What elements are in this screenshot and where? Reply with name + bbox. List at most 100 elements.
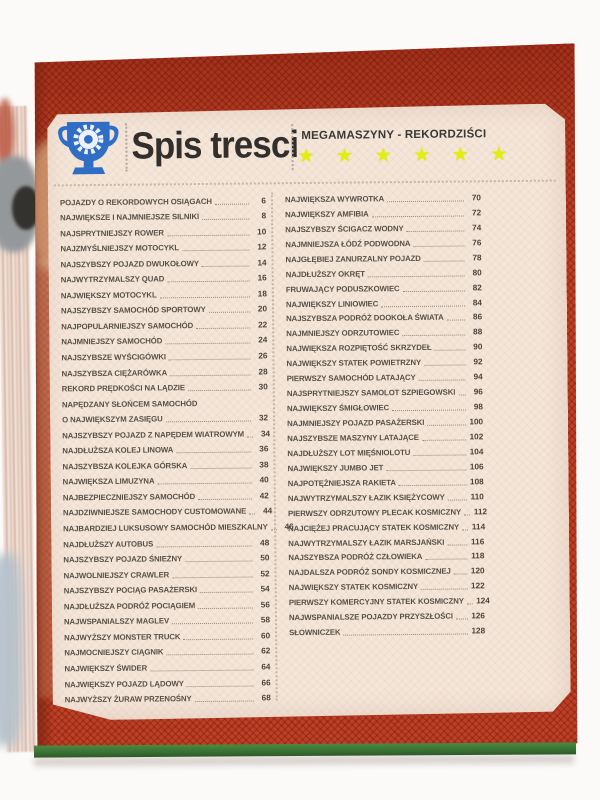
toc-entry-label: NAJPOPULARNIEJSZY SAMOCHÓD bbox=[61, 321, 194, 332]
toc-entry: NAJCIĘŻEJ PRACUJĄCY STATEK KOSMICZNY 114 bbox=[288, 517, 484, 534]
dotted-leader bbox=[424, 365, 465, 366]
toc-entry-page: 100 bbox=[469, 417, 484, 427]
toc-entry-page: 10 bbox=[257, 227, 267, 237]
toc-entry-page: 50 bbox=[260, 553, 270, 563]
toc-entry-label: PIERWSZY KOMERCYJNY STATEK KOSMICZNY bbox=[288, 596, 464, 608]
toc-entry-page: 24 bbox=[258, 335, 268, 345]
dotted-leader bbox=[407, 230, 465, 232]
toc-entry-page: 30 bbox=[258, 382, 268, 392]
toc-entry-page: 18 bbox=[257, 289, 267, 299]
dotted-leader bbox=[421, 589, 468, 590]
toc-entry-label: NAJWIĘKSZY LINIOWIEC bbox=[285, 298, 379, 309]
toc-entry-label: POJAZDY O REKORDOWYCH OSIĄGACH bbox=[59, 196, 212, 207]
toc-entry-label: NAJWIĘKSZY STATEK POWIETRZNY bbox=[286, 358, 422, 369]
dotted-leader bbox=[424, 260, 465, 261]
toc-entry-label: NAJDŁUŻSZY OKRĘT bbox=[285, 269, 365, 279]
header-divider-left bbox=[125, 124, 127, 172]
page-title: Spis tresci bbox=[131, 124, 299, 168]
toc-entry-page: 70 bbox=[471, 193, 481, 203]
toc-entry-page: 48 bbox=[260, 537, 270, 548]
dotted-leader bbox=[172, 576, 252, 578]
toc-entry-page: 6 bbox=[261, 195, 267, 205]
toc-entry-page: 68 bbox=[261, 693, 271, 703]
dotted-leader bbox=[150, 669, 253, 671]
toc-entry-label: NAJWIĘKSZY JUMBO JET bbox=[287, 463, 384, 473]
dotted-leader bbox=[413, 245, 464, 246]
dotted-leader bbox=[427, 424, 466, 425]
page-curl bbox=[0, 98, 14, 168]
toc-entry-label: NAJWIĘKSZY MOTOCYKL bbox=[60, 290, 157, 301]
toc-entry-page: 54 bbox=[260, 584, 270, 594]
toc-entry-label: O NAJWIĘKSZYM ZASIĘGU bbox=[62, 414, 163, 425]
toc-entry-page: 58 bbox=[260, 615, 271, 625]
toc-entry-page: 80 bbox=[472, 267, 482, 278]
toc-entry-page: 86 bbox=[472, 312, 483, 322]
dotted-leader bbox=[464, 514, 470, 515]
toc-entry: NAJSZYBSZY POJAZD Z NAPĘDEM WIATROWYM 34 bbox=[62, 424, 268, 442]
dotted-leader bbox=[182, 250, 249, 252]
dotted-leader bbox=[196, 327, 250, 329]
toc-entry-label: NAJMNIEJSZY POJAZD PASAŻERSKI bbox=[287, 417, 425, 429]
toc-entry-page: 110 bbox=[470, 491, 484, 502]
toc-entry-page: 76 bbox=[472, 238, 482, 248]
toc-entry-label: NAJSZYBSZA CIĘŻARÓWKA bbox=[61, 367, 168, 378]
star-icon: ★ bbox=[413, 144, 431, 166]
toc-entry-label: NAJDŁUŻSZY LOT MIĘŚNIOLOTU bbox=[287, 447, 411, 459]
toc-entry-page: 44 bbox=[263, 506, 273, 516]
toc-left-column: POJAZDY O REKORDOWYCH OSIĄGACH 6 NAJWIĘK… bbox=[60, 190, 271, 705]
header-divider-right bbox=[291, 124, 293, 170]
trophy-icon bbox=[57, 118, 120, 179]
toc-entry-label: FRUWAJĄCY PODUSZKOWIEC bbox=[285, 283, 400, 294]
toc-entry-label: NAJSZYBSZE MASZYNY LATAJĄCE bbox=[287, 432, 419, 444]
toc-entry-label: NAJBEZPIECZNIEJSZY SAMOCHÓD bbox=[62, 492, 196, 503]
toc-entry-label: NAJCIĘŻEJ PRACUJĄCY STATEK KOSMICZNY bbox=[288, 522, 460, 533]
toc-entry-page: 112 bbox=[473, 506, 488, 517]
dotted-leader bbox=[198, 607, 253, 609]
toc-entry-page: 8 bbox=[261, 211, 267, 221]
toc-entry: NAJSPRYTNIEJSZY SAMOLOT SZPIEGOWSKI 96 bbox=[287, 382, 483, 399]
dotted-leader bbox=[419, 380, 466, 381]
dotted-leader bbox=[402, 335, 465, 337]
dotted-leader bbox=[185, 561, 252, 563]
toc-entry-label: NAJSZYBSZY SAMOCHÓD SPORTOWY bbox=[60, 305, 206, 316]
toc-entry-page: 114 bbox=[471, 521, 486, 531]
toc-entry-label: NAJWIĘKSZA LIMUZYNA bbox=[62, 476, 155, 487]
toc-entry-label: NAJWIĘKSZY AMFIBIA bbox=[285, 209, 369, 220]
toc-entry-label: NAJSZYBSZY POCIĄG PASAŻERSKI bbox=[63, 585, 198, 596]
star-icon: ★ bbox=[451, 143, 469, 166]
toc-entry-page: 36 bbox=[259, 444, 269, 454]
toc-entry-page: 126 bbox=[471, 611, 486, 621]
toc-entry-label: NAJMNIEJSZY ODRZUTOWIEC bbox=[286, 328, 400, 339]
dotted-leader bbox=[195, 701, 254, 703]
toc-entry-label: NAJDŁUŻSZY AUTOBUS bbox=[63, 539, 154, 549]
toc-entry-page: 98 bbox=[473, 402, 484, 412]
dotted-leader bbox=[170, 374, 251, 376]
toc-entry-label: NAJSZYBSZA PODRÓŻ CZŁOWIEKA bbox=[288, 552, 423, 563]
toc-entry-page: 96 bbox=[473, 387, 483, 397]
dotted-leader bbox=[187, 685, 254, 687]
toc-entry-page: 128 bbox=[471, 626, 486, 636]
toc-entry-page: 116 bbox=[470, 536, 485, 546]
toc-entry-label: NAJWYTRZYMALSZY QUAD bbox=[60, 274, 165, 285]
toc-entry-page: 34 bbox=[260, 429, 271, 439]
toc-entry-page: 66 bbox=[261, 677, 271, 687]
toc-entry-label: NAJSZYBSZY POJAZD Z NAPĘDEM WIATROWYM bbox=[62, 429, 245, 441]
toc-entry-page: 88 bbox=[473, 327, 483, 337]
toc-entry-label: NAJWSPANIALSZY MAGLEV bbox=[63, 616, 170, 627]
toc-entry-label: NAJSZYBSZY POJAZD ŚNIEŻNY bbox=[63, 554, 183, 565]
toc-entry-label: NAPĘDZANY SŁOŃCEM SAMOCHÓD bbox=[61, 398, 198, 409]
toc-entry-page: 82 bbox=[472, 282, 482, 292]
toc-entry-label: NAJSZYBSZE WYŚCIGÓWKI bbox=[61, 352, 166, 363]
toc-entry-page: 62 bbox=[261, 646, 271, 656]
dotted-leader bbox=[467, 604, 473, 605]
toc-entry-label: NAJWIĘKSZE I NAJMNIEJSZE SILNIKI bbox=[60, 212, 200, 223]
toc-entry-label: NAJWYŻSZY ŻURAW PRZENOŚNY bbox=[64, 694, 192, 705]
toc-entry: NAJDZIWNIEJSZE SAMOCHODY CUSTOMOWANE 44 bbox=[63, 501, 269, 519]
toc-entry-label: NAJSPRYTNIEJSZY SAMOLOT SZPIEGOWSKI bbox=[286, 387, 456, 399]
dotted-leader bbox=[344, 634, 469, 636]
toc-entry-label: NAJWOLNIEJSZY CRAWLER bbox=[63, 569, 170, 581]
dotted-leader bbox=[166, 421, 251, 423]
toc-entry-page: 60 bbox=[260, 631, 271, 641]
star-icon: ★ bbox=[336, 145, 354, 167]
dotted-leader bbox=[381, 305, 465, 307]
